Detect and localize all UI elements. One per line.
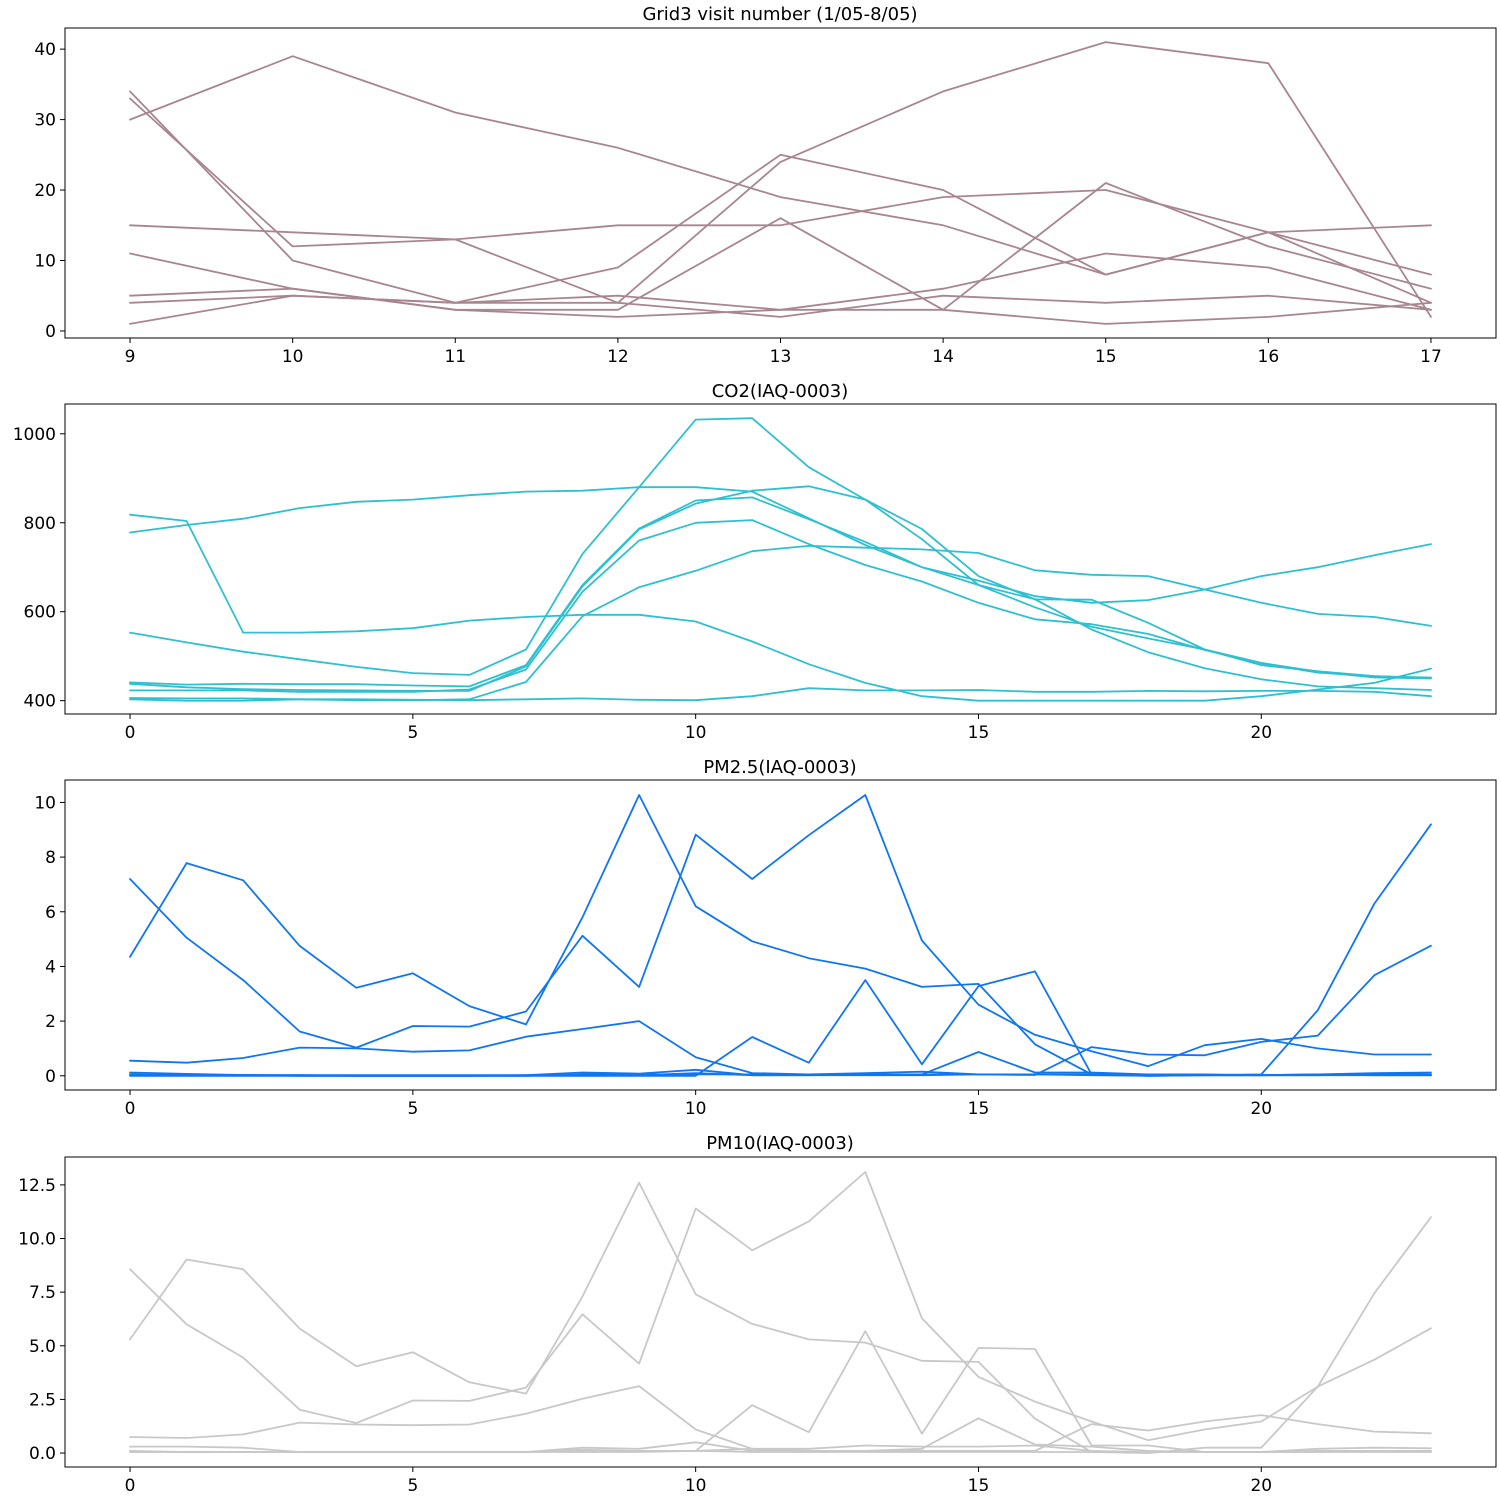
x-tick-label: 0: [125, 1099, 136, 1119]
y-tick-label: 400: [24, 692, 56, 712]
x-tick-label: 13: [770, 347, 792, 367]
y-tick-label: 0: [45, 322, 56, 342]
plot-frame: [64, 403, 1497, 715]
x-tick-label: 15: [968, 723, 990, 743]
x-tick-label: 0: [125, 1476, 136, 1496]
x-tick-label: 20: [1250, 1099, 1272, 1119]
y-tick-label: 30: [34, 111, 56, 131]
series-line-3: [129, 1385, 1432, 1452]
y-tick-label: 1000: [13, 425, 56, 445]
x-tick-label: 17: [1420, 347, 1442, 367]
series-line-4: [129, 970, 1432, 1077]
chart-title: Grid3 visit number (1/05-8/05): [642, 4, 917, 25]
y-tick-label: 2.5: [29, 1390, 56, 1410]
series-line-4: [129, 189, 1432, 276]
x-tick-label: 10: [685, 723, 707, 743]
series-line-8: [129, 687, 1432, 702]
y-tick-label: 7.5: [29, 1283, 56, 1303]
y-tick-label: 6: [45, 903, 56, 923]
series-line-1: [129, 794, 1432, 1077]
series-line-2: [129, 513, 1432, 702]
series-line-5: [129, 485, 1432, 692]
x-tick-label: 15: [1095, 347, 1117, 367]
x-tick-label: 10: [685, 1476, 707, 1496]
y-tick-label: 2: [45, 1012, 56, 1032]
series-line-7: [129, 1450, 1432, 1453]
x-tick-label: 15: [968, 1099, 990, 1119]
y-tick-label: 40: [34, 40, 56, 60]
series-line-7: [129, 294, 1432, 325]
x-tick-label: 10: [282, 347, 304, 367]
series-line-4: [129, 1330, 1432, 1453]
y-tick-label: 8: [45, 848, 56, 868]
y-tick-label: 4: [45, 957, 56, 977]
y-tick-label: 10.0: [18, 1230, 56, 1250]
x-tick-label: 15: [968, 1476, 990, 1496]
y-tick-label: 10: [34, 793, 56, 813]
series-line-2: [129, 794, 1432, 1068]
x-tick-label: 16: [1258, 347, 1280, 367]
y-tick-label: 0: [45, 1067, 56, 1087]
y-tick-label: 20: [34, 181, 56, 201]
plot-frame: [64, 1156, 1497, 1468]
x-tick-label: 10: [685, 1099, 707, 1119]
x-tick-label: 20: [1250, 723, 1272, 743]
x-tick-label: 20: [1250, 1476, 1272, 1496]
series-line-1: [129, 55, 1432, 276]
y-tick-label: 5.0: [29, 1337, 56, 1357]
subplot-pm10: PM10(IAQ-0003) 0 5 10 15 20 0.0 2.5 5.0 7.5 10.0 1…: [18, 1133, 1497, 1496]
series-line-1: [129, 486, 1432, 604]
series-line-8: [129, 294, 1432, 325]
chart-title: CO2(IAQ-0003): [712, 381, 849, 402]
x-tick-label: 12: [607, 347, 629, 367]
series-line-2: [129, 90, 1432, 304]
series-line-6: [129, 252, 1432, 318]
subplot-grid3-visits: Grid3 visit number (1/05-8/05) 9 10 11 12 13…: [34, 4, 1497, 367]
series-line-5: [129, 1051, 1432, 1077]
x-tick-label: 0: [125, 723, 136, 743]
series-line-7: [129, 1072, 1432, 1077]
plot-frame: [64, 779, 1497, 1091]
series-line-2: [129, 1171, 1432, 1442]
x-tick-label: 5: [407, 1099, 418, 1119]
x-tick-label: 5: [407, 723, 418, 743]
series-line-3: [129, 41, 1432, 318]
series-line-7: [129, 545, 1432, 702]
chart-title: PM10(IAQ-0003): [706, 1133, 854, 1154]
subplot-pm25: PM2.5(IAQ-0003) 0 5 10 15 20 0 2 4 6 8 10: [34, 757, 1497, 1119]
series-line-1: [129, 1181, 1432, 1454]
x-tick-label: 11: [444, 347, 466, 367]
y-tick-label: 0.0: [29, 1444, 56, 1464]
y-tick-label: 600: [24, 603, 56, 623]
plot-frame: [64, 27, 1497, 339]
x-tick-label: 14: [932, 347, 954, 367]
series-line-4: [129, 496, 1432, 691]
x-tick-label: 5: [407, 1476, 418, 1496]
y-tick-label: 10: [34, 252, 56, 272]
x-tick-label: 9: [125, 347, 136, 367]
series-line-6: [129, 519, 1432, 693]
chart-title: PM2.5(IAQ-0003): [703, 757, 856, 778]
y-tick-label: 12.5: [18, 1176, 56, 1196]
subplot-co2: CO2(IAQ-0003) 0 5 10 15 20 400 600 800 1000: [13, 381, 1497, 743]
y-tick-label: 800: [24, 514, 56, 534]
series-line-5: [129, 182, 1432, 311]
